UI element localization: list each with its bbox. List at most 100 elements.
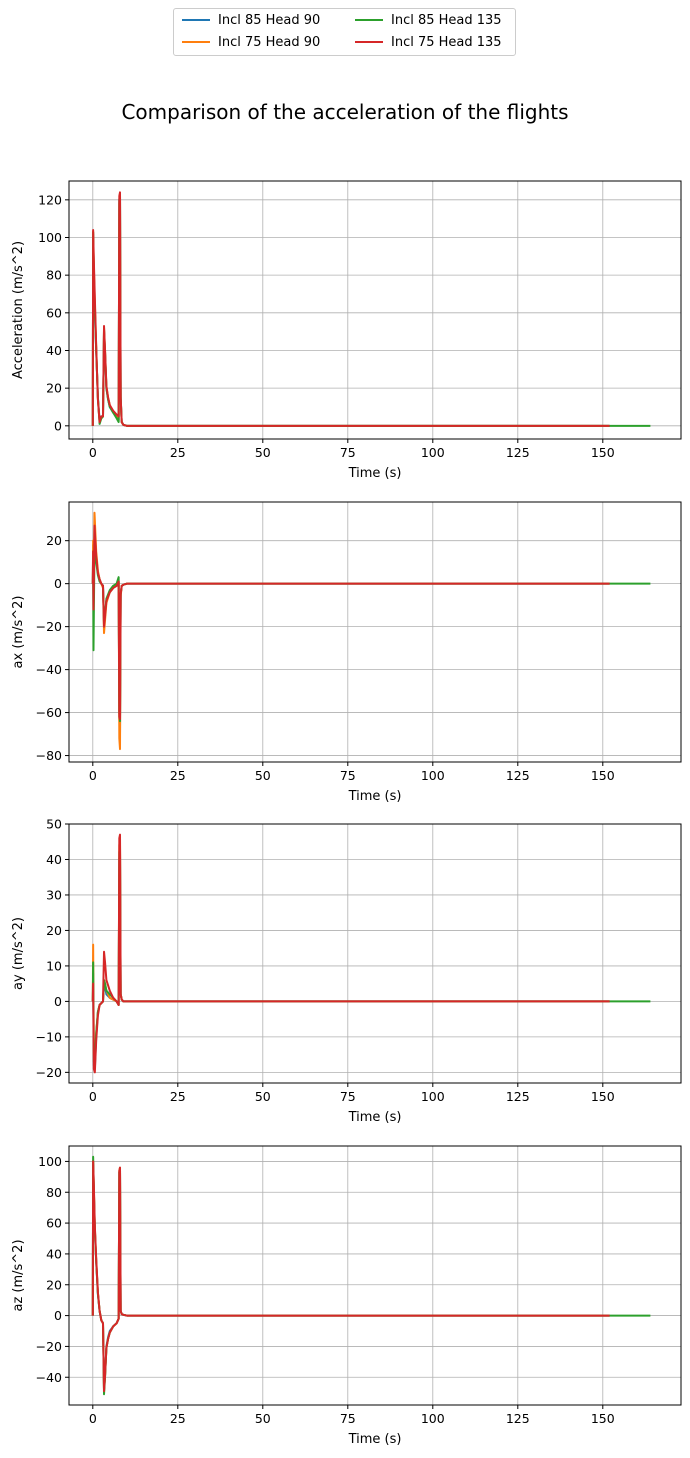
x-tick-label: 50: [255, 445, 271, 460]
x-tick-label: 75: [340, 1089, 356, 1104]
y-tick-label: −40: [36, 662, 62, 677]
legend-swatch-incl75-head135: [355, 40, 383, 43]
subplot-ay: 0 25 50 75 100 125 150 −20 −10 0 10 20 30 40 50 Time (s…: [11, 817, 682, 1125]
x-tick-label: 125: [506, 1411, 530, 1426]
x-tick-label: 25: [170, 1411, 186, 1426]
y-tick-label: −60: [36, 705, 62, 720]
legend: Incl 85 Head 90 Incl 75 Head 90 Incl 85 …: [173, 8, 516, 56]
x-axis-label: Time (s): [348, 1110, 402, 1125]
axes-frame: [68, 180, 682, 440]
y-tick-label: 80: [46, 1185, 62, 1200]
legend-item-incl75-head90: Incl 75 Head 90: [182, 35, 320, 50]
x-tick-label: 25: [170, 1089, 186, 1104]
y-tick-label: −20: [36, 1065, 62, 1080]
x-tick-label: 125: [506, 768, 530, 783]
axes-frame: [68, 823, 682, 1084]
y-tick-label: 100: [38, 230, 62, 245]
series-line-3: [91, 193, 651, 427]
x-tick-label: 0: [89, 1411, 97, 1426]
x-tick-label: 75: [340, 445, 356, 460]
x-tick-label: 100: [421, 445, 445, 460]
series-line-4: [91, 833, 610, 1074]
y-tick-label: 40: [46, 1246, 62, 1261]
axes-frame: [68, 501, 682, 763]
x-tick-label: 100: [421, 1089, 445, 1104]
series-line-1: [91, 1163, 610, 1391]
y-tick-label: 40: [46, 343, 62, 358]
subplot-ax: 0 25 50 75 100 125 150 −80 −60 −40 −20 0 20 Time (s) a…: [11, 501, 682, 804]
y-axis-label: Acceleration (m/s^2): [11, 241, 26, 379]
series-line-1: [91, 193, 610, 427]
series-line-3: [91, 844, 651, 1067]
series-line-2: [91, 511, 610, 751]
x-tick-label: 25: [170, 768, 186, 783]
y-tick-label: −10: [36, 1029, 62, 1044]
y-tick-label: −80: [36, 748, 62, 763]
x-tick-label: 125: [506, 445, 530, 460]
legend-label: Incl 75 Head 90: [218, 35, 321, 50]
series-line-4: [91, 524, 610, 721]
legend-label: Incl 85 Head 90: [218, 13, 321, 28]
y-tick-label: 0: [54, 418, 62, 433]
y-tick-label: −40: [36, 1370, 62, 1385]
y-tick-label: 50: [46, 817, 62, 832]
x-tick-label: 150: [591, 768, 615, 783]
y-tick-label: 60: [46, 305, 62, 320]
y-tick-label: 10: [46, 958, 62, 973]
x-axis-label: Time (s): [348, 789, 402, 804]
y-tick-label: 30: [46, 887, 62, 902]
y-tick-label: 20: [46, 923, 62, 938]
y-tick-label: 20: [46, 533, 62, 548]
x-axis-label: Time (s): [348, 466, 402, 481]
y-tick-label: 20: [46, 381, 62, 396]
y-tick-label: 120: [38, 192, 62, 207]
figure-title: Comparison of the acceleration of the fl…: [121, 100, 569, 124]
x-tick-label: 50: [255, 1089, 271, 1104]
x-axis-label: Time (s): [348, 1432, 402, 1447]
legend-label: Incl 85 Head 135: [391, 13, 502, 28]
x-tick-label: 125: [506, 1089, 530, 1104]
axes-frame: [68, 1145, 682, 1406]
y-tick-label: 20: [46, 1277, 62, 1292]
series-line-2: [91, 195, 610, 427]
y-tick-label: 0: [54, 994, 62, 1009]
series-line-4: [91, 1160, 610, 1393]
subplot-az: 0 25 50 75 100 125 150 −40 −20 0 20 40 60 80 100 Time (…: [11, 1145, 682, 1447]
x-tick-label: 100: [421, 768, 445, 783]
series-line-4: [91, 191, 610, 427]
x-tick-label: 25: [170, 445, 186, 460]
x-tick-label: 100: [421, 1411, 445, 1426]
x-tick-label: 75: [340, 1411, 356, 1426]
x-tick-label: 150: [591, 1089, 615, 1104]
y-tick-label: 0: [54, 576, 62, 591]
legend-label: Incl 75 Head 135: [391, 35, 502, 50]
series-line-3: [91, 543, 651, 723]
legend-item-incl85-head135: Incl 85 Head 135: [355, 13, 502, 28]
x-tick-label: 0: [89, 1089, 97, 1104]
series-line-1: [91, 851, 610, 1070]
legend-swatch-incl85-head90: [182, 18, 210, 21]
x-tick-label: 0: [89, 445, 97, 460]
legend-swatch-incl75-head90: [182, 40, 210, 43]
y-tick-label: 80: [46, 268, 62, 283]
series-line-2: [91, 837, 610, 1063]
y-tick-label: 100: [38, 1154, 62, 1169]
series-line-1: [91, 524, 610, 736]
x-tick-label: 50: [255, 1411, 271, 1426]
x-tick-label: 150: [591, 445, 615, 460]
y-tick-label: −20: [36, 1339, 62, 1354]
y-axis-label: ax (m/s^2): [11, 596, 26, 669]
y-tick-label: −20: [36, 619, 62, 634]
legend-item-incl85-head90: Incl 85 Head 90: [182, 13, 320, 28]
y-axis-label: ay (m/s^2): [11, 917, 26, 990]
series-line-2: [91, 1160, 610, 1393]
y-axis-label: az (m/s^2): [11, 1239, 26, 1311]
legend-swatch-incl85-head135: [355, 18, 383, 21]
y-tick-label: 60: [46, 1216, 62, 1231]
x-tick-label: 150: [591, 1411, 615, 1426]
legend-item-incl75-head135: Incl 75 Head 135: [355, 35, 502, 50]
y-tick-label: 40: [46, 852, 62, 867]
x-tick-label: 75: [340, 768, 356, 783]
subplot-acceleration: 0 25 50 75 100 125 150 0 20 40 60 80 100 120 Time (s) A…: [11, 180, 682, 481]
